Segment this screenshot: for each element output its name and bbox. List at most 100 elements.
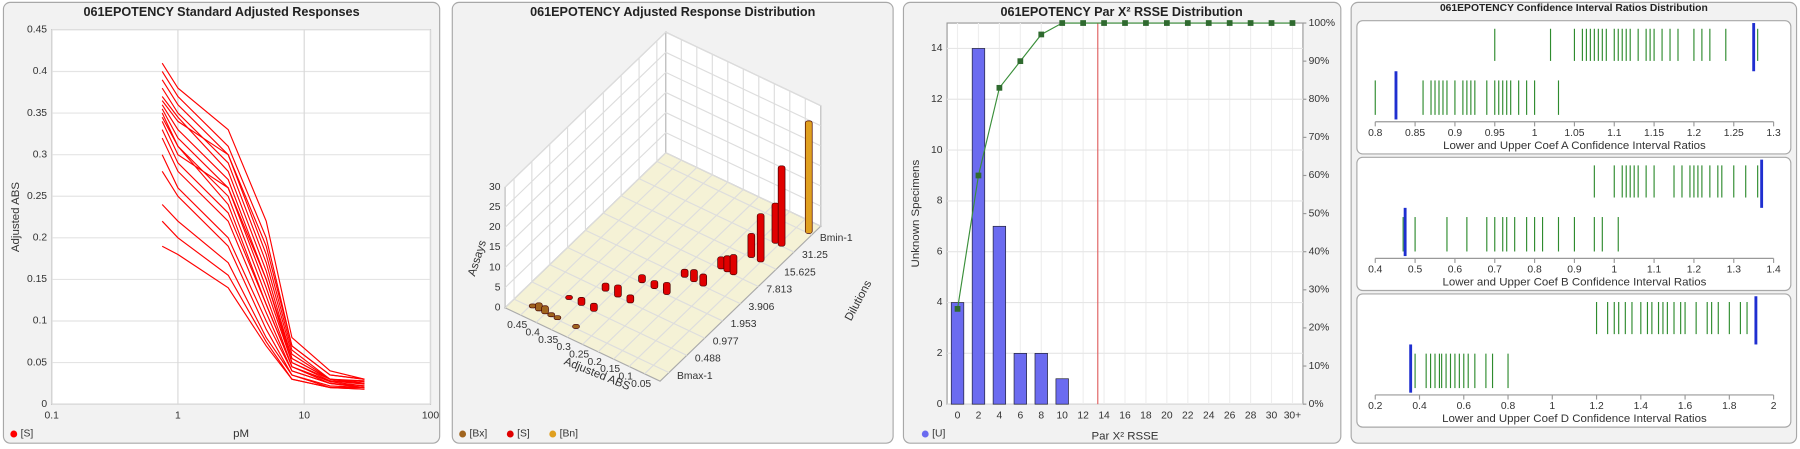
y-tick-label: 0.45 (27, 25, 47, 36)
bar (590, 302, 598, 312)
legend-marker (549, 430, 557, 438)
y-tick-label: 0.3 (33, 149, 48, 160)
line (161, 121, 365, 384)
y2-tick-label: 80% (1309, 94, 1330, 105)
x-tick-label: 1.2 (1687, 265, 1702, 276)
bar (650, 280, 659, 289)
bar (1055, 378, 1069, 405)
x-tick-label: 12 (1077, 410, 1089, 421)
x-tick-label: 0.6 (1457, 401, 1472, 412)
plot-area (51, 29, 432, 405)
grid-line (504, 31, 822, 188)
bar (547, 312, 556, 318)
marker (1289, 20, 1296, 26)
marker (954, 306, 961, 312)
x-tick-label: 1 (175, 410, 181, 421)
grid-line (656, 40, 813, 236)
bar (577, 297, 586, 306)
x-tick-label: 0.1 (618, 372, 633, 383)
grid-line (531, 161, 688, 356)
x-tick-label: 1.8 (1722, 401, 1737, 412)
legend-label: [Bn] (560, 429, 579, 440)
x-tick-label: 0.8 (1368, 128, 1383, 139)
x-tick-label: 1.4 (1634, 401, 1649, 412)
grid-line (504, 111, 822, 268)
marker (975, 172, 982, 179)
x-tick-label: 1.3 (1727, 265, 1742, 276)
legend-marker (506, 430, 514, 438)
y-tick-label: 15.625 (784, 267, 816, 278)
y-tick-label: 0.05 (27, 357, 47, 368)
y-tick-label: Bmax-1 (677, 371, 713, 382)
marker (1080, 20, 1087, 26)
x-tick-label: 2 (1771, 401, 1777, 412)
marker (1143, 20, 1149, 26)
z-tick-label: 25 (489, 202, 501, 213)
x-tick-label: 14 (1098, 410, 1110, 421)
z-tick-label: 10 (489, 262, 501, 273)
bar (971, 48, 986, 405)
z-tick-label: 15 (489, 242, 501, 253)
x-tick-label: 0.4 (1412, 401, 1427, 412)
y-axis-label: Unknown Specimens (910, 159, 922, 267)
y-tick-label: 0.4 (33, 66, 48, 77)
x-tick-label: 0.8 (1527, 265, 1542, 276)
y2-tick-label: 60% (1309, 170, 1330, 181)
x-tick-label: 1.6 (1678, 401, 1693, 412)
grid-line (620, 75, 777, 270)
chart-title: 061EPOTENCY Par X² RSSE Distribution (1000, 5, 1242, 19)
x-tick-label: 1.1 (1647, 265, 1662, 276)
x-tick-label: 0.95 (1485, 128, 1505, 139)
z-tick-label: 0 (495, 302, 501, 313)
grid-line (602, 92, 759, 288)
x-tick-label: 0.5 (1408, 265, 1423, 276)
x-tick-label: 1.05 (1564, 128, 1584, 139)
y-axis-label: Adjusted ABS (10, 182, 22, 252)
x-axis-label: Lower and Upper Coef D Confidence Interv… (1442, 413, 1707, 425)
x-tick-label: 1 (1532, 128, 1538, 139)
bar (756, 213, 765, 263)
grid-line (504, 71, 822, 228)
x-tick-label: 1.3 (1766, 128, 1781, 139)
y-tick-label: 3.906 (748, 302, 774, 313)
marker (996, 84, 1003, 91)
y2-tick-label: 50% (1309, 208, 1330, 219)
grid-line (549, 144, 705, 339)
x-tick-label: 8 (1038, 410, 1044, 421)
bar (553, 315, 562, 321)
grid-line (582, 68, 744, 345)
y-tick-label: 0.488 (695, 354, 721, 365)
x-tick-label: 1.2 (1687, 128, 1702, 139)
grid-line (638, 58, 795, 253)
x-tick-label: 0.4 (1368, 265, 1383, 276)
x-tick-label: 0.8 (1501, 401, 1516, 412)
x-tick-label: 0.3 (556, 342, 571, 353)
x-tick-label: 20 (1161, 410, 1173, 421)
x-tick-label: 0.15 (600, 364, 620, 375)
marker (1184, 20, 1191, 26)
y-tick-label: 0 (937, 399, 943, 410)
x-tick-label: 1.4 (1766, 265, 1781, 276)
z-tick-label: 5 (495, 282, 501, 293)
x-tick-label: 1 (1611, 265, 1617, 276)
y-tick-label: 7.813 (766, 285, 792, 296)
line (161, 100, 365, 380)
bar (747, 233, 756, 258)
y-tick-label: 14 (931, 43, 943, 54)
y-tick-label: Bmin-1 (820, 233, 853, 244)
marker (1059, 20, 1066, 26)
x-tick-label: 1.1 (1607, 128, 1622, 139)
bar (541, 305, 549, 315)
grid-line (504, 131, 822, 289)
x-tick-label: 28 (1245, 410, 1257, 421)
bar (565, 295, 573, 300)
grid-line (628, 90, 791, 367)
x-axis-label: Lower and Upper Coef B Confidence Interv… (1442, 277, 1706, 289)
y-tick-label: 12 (931, 94, 943, 105)
x-tick-label: 22 (1182, 410, 1194, 421)
grid-line (513, 178, 670, 374)
chart-title: 061EPOTENCY Adjusted Response Distributi… (530, 5, 815, 19)
marker (1101, 20, 1107, 26)
x-tick-label: 0.7 (1488, 265, 1503, 276)
